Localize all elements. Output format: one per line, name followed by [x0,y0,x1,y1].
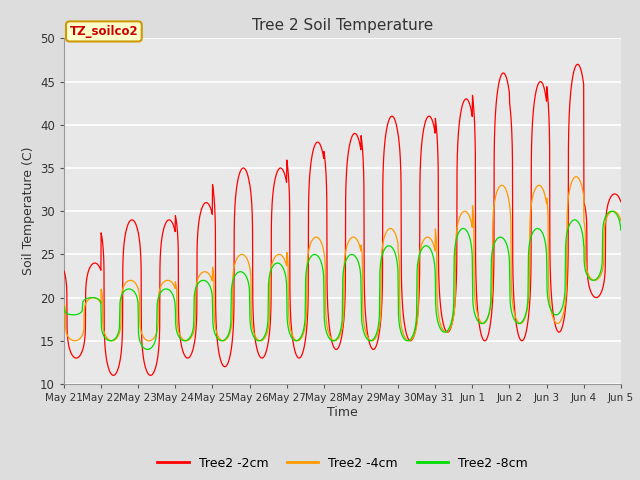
Title: Tree 2 Soil Temperature: Tree 2 Soil Temperature [252,18,433,33]
X-axis label: Time: Time [327,406,358,419]
Legend: Tree2 -2cm, Tree2 -4cm, Tree2 -8cm: Tree2 -2cm, Tree2 -4cm, Tree2 -8cm [152,452,532,475]
Text: TZ_soilco2: TZ_soilco2 [70,25,138,38]
Y-axis label: Soil Temperature (C): Soil Temperature (C) [22,147,35,276]
